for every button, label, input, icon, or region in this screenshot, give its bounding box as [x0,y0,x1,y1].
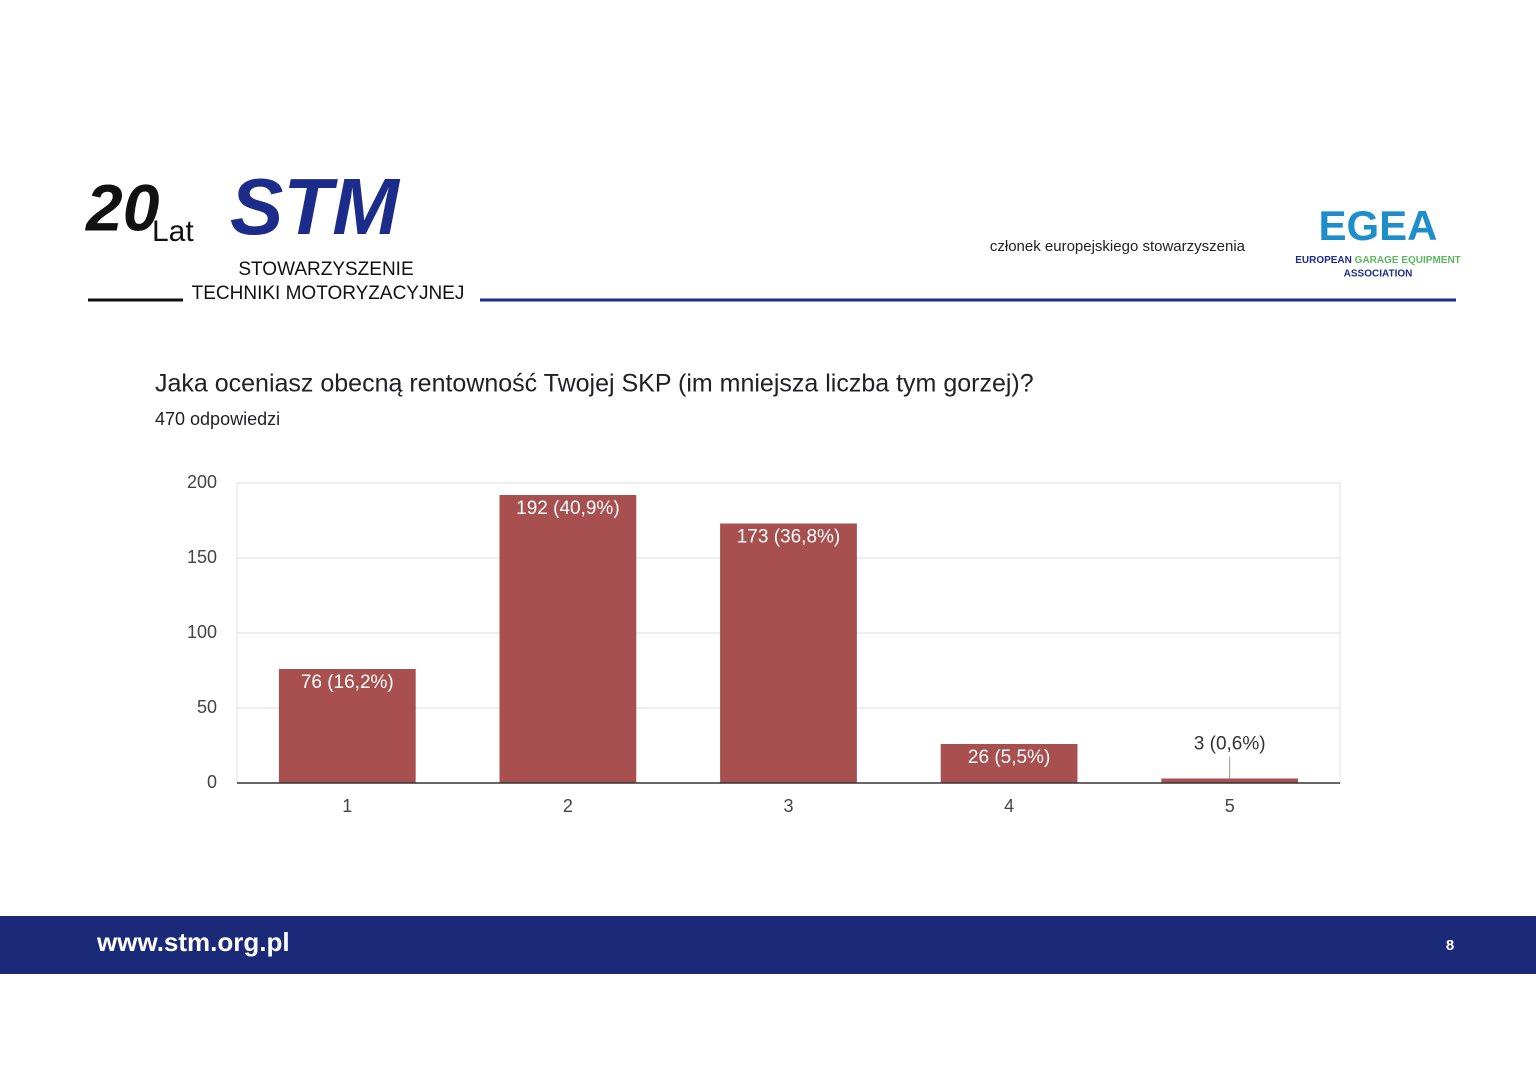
data-label: 173 (36,8%) [737,527,841,548]
logo-line: TECHNIKI MOTORYZACYJNEJ [192,283,465,304]
logo-line: STOWARZYSZENIE [238,259,413,280]
x-tick-label: 4 [1004,796,1014,816]
footer-url: www.stm.org.pl [96,927,290,957]
chart-title: Jaka oceniasz obecną rentowność Twojej S… [155,370,1034,398]
egea-word: EUROPEAN [1295,255,1352,266]
x-tick-label: 5 [1225,796,1235,816]
y-tick-label: 200 [187,472,217,492]
logo-number: 20 [84,170,160,244]
plot: 0 50 100 150 200 1 76 (16,2%) 2 192 (40,9%) 3 173 … [187,472,1341,816]
y-tick-label: 100 [187,622,217,642]
egea-line: EUROPEAN GARAGE EQUIPMENT [1295,255,1461,266]
bar [940,744,1078,783]
x-tick-label: 2 [563,796,573,816]
logo-brand: STM [230,162,401,251]
bar [278,669,416,783]
data-label: 3 (0,6%) [1194,734,1266,755]
x-tick-label: 3 [783,796,793,816]
data-label: 76 (16,2%) [301,672,394,693]
x-tick-label: 1 [342,796,352,816]
data-label: 26 (5,5%) [968,747,1050,768]
logo-lat: Lat [152,215,194,248]
egea-line: ASSOCIATION [1344,269,1413,280]
member-text: członek europejskiego stowarzyszenia [990,238,1246,255]
chart-subtitle: 470 odpowiedzi [155,409,280,429]
footer-band [0,916,1536,974]
y-tick-label: 0 [207,772,217,792]
bar [499,495,637,783]
y-tick-label: 150 [187,547,217,567]
y-tick-label: 50 [197,697,217,717]
bar [1161,778,1299,783]
page-number: 8 [1446,937,1454,954]
bar [720,523,857,783]
data-label: 192 (40,9%) [516,498,620,519]
egea-word: GARAGE EQUIPMENT [1355,255,1461,266]
egea-logo: EGEA [1318,202,1437,249]
